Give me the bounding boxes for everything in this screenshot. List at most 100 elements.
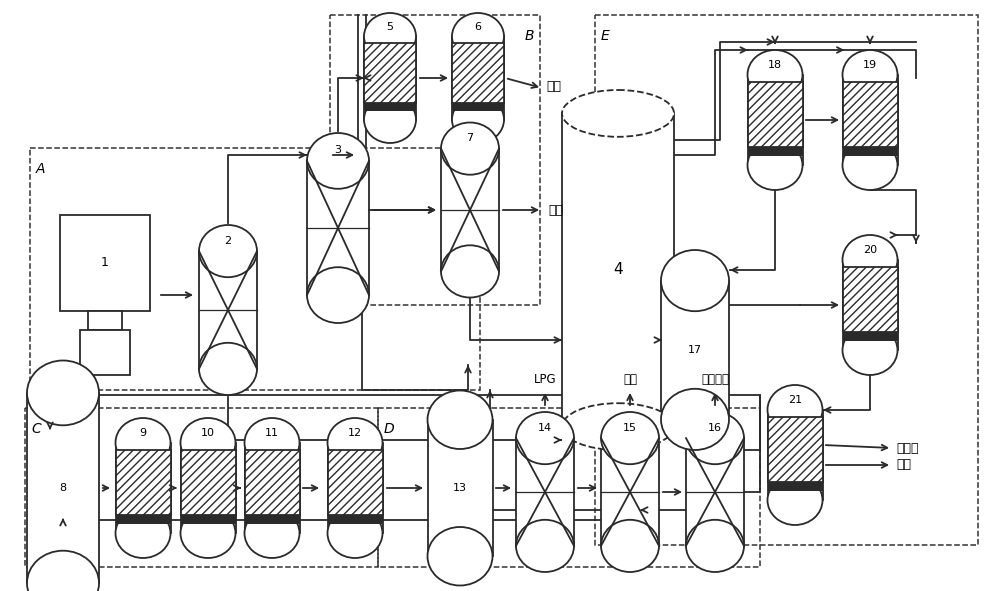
Text: 9: 9 bbox=[139, 428, 147, 438]
Text: 14: 14 bbox=[538, 423, 552, 433]
Ellipse shape bbox=[428, 391, 492, 449]
Text: 16: 16 bbox=[708, 423, 722, 433]
Bar bbox=[768, 417, 822, 482]
Text: 柴油: 柴油 bbox=[896, 459, 911, 472]
Bar bbox=[842, 332, 898, 341]
Text: A: A bbox=[36, 162, 46, 176]
Bar bbox=[60, 215, 150, 311]
Ellipse shape bbox=[452, 96, 504, 143]
Ellipse shape bbox=[441, 122, 499, 175]
Ellipse shape bbox=[328, 418, 382, 467]
Ellipse shape bbox=[768, 385, 822, 434]
Bar bbox=[686, 438, 744, 546]
Text: D: D bbox=[384, 422, 395, 436]
Text: C: C bbox=[31, 422, 41, 436]
Ellipse shape bbox=[180, 418, 236, 467]
Ellipse shape bbox=[27, 551, 99, 591]
Bar bbox=[842, 147, 898, 156]
Ellipse shape bbox=[364, 13, 416, 60]
Ellipse shape bbox=[199, 225, 257, 277]
Ellipse shape bbox=[562, 403, 674, 450]
Ellipse shape bbox=[307, 267, 369, 323]
Bar bbox=[307, 161, 369, 295]
Ellipse shape bbox=[307, 133, 369, 189]
Ellipse shape bbox=[244, 418, 300, 467]
Ellipse shape bbox=[661, 250, 729, 311]
Text: 汽油: 汽油 bbox=[623, 373, 637, 386]
Text: 11: 11 bbox=[265, 428, 279, 438]
Ellipse shape bbox=[661, 389, 729, 450]
Ellipse shape bbox=[452, 13, 504, 60]
Ellipse shape bbox=[328, 508, 382, 558]
Bar bbox=[452, 37, 504, 119]
Ellipse shape bbox=[180, 508, 236, 558]
Bar bbox=[842, 260, 898, 350]
Text: 8: 8 bbox=[59, 483, 67, 493]
Bar bbox=[452, 43, 504, 103]
Ellipse shape bbox=[199, 343, 257, 395]
Bar bbox=[116, 515, 170, 524]
Bar bbox=[328, 515, 382, 524]
Bar bbox=[768, 410, 822, 500]
Bar bbox=[244, 515, 300, 524]
Bar bbox=[180, 443, 236, 533]
Text: 1: 1 bbox=[101, 256, 109, 269]
Text: B: B bbox=[524, 29, 534, 43]
Ellipse shape bbox=[842, 235, 898, 284]
Ellipse shape bbox=[686, 412, 744, 464]
Text: 2: 2 bbox=[224, 236, 232, 246]
Text: 18: 18 bbox=[768, 60, 782, 70]
Ellipse shape bbox=[842, 326, 898, 375]
Text: 10: 10 bbox=[201, 428, 215, 438]
Bar bbox=[364, 37, 416, 119]
Ellipse shape bbox=[842, 50, 898, 99]
Bar bbox=[768, 482, 822, 491]
Text: 17: 17 bbox=[688, 345, 702, 355]
Bar bbox=[378, 408, 760, 567]
Ellipse shape bbox=[562, 90, 674, 137]
Text: 12: 12 bbox=[348, 428, 362, 438]
Text: 6: 6 bbox=[475, 22, 482, 32]
Bar bbox=[25, 408, 378, 567]
Bar bbox=[328, 443, 382, 533]
Ellipse shape bbox=[364, 96, 416, 143]
Bar bbox=[452, 103, 504, 111]
Text: 粗萘: 粗萘 bbox=[548, 203, 563, 216]
Bar bbox=[364, 103, 416, 111]
Text: 石脑油: 石脑油 bbox=[896, 441, 918, 454]
Bar bbox=[428, 420, 492, 556]
Ellipse shape bbox=[748, 141, 802, 190]
Text: E: E bbox=[601, 29, 610, 43]
Ellipse shape bbox=[441, 245, 499, 297]
Bar bbox=[27, 393, 99, 583]
Ellipse shape bbox=[27, 361, 99, 426]
Bar bbox=[516, 438, 574, 546]
Text: 5: 5 bbox=[386, 22, 394, 32]
Bar bbox=[601, 438, 659, 546]
Ellipse shape bbox=[516, 520, 574, 572]
Bar bbox=[748, 82, 802, 147]
Text: 21: 21 bbox=[788, 395, 802, 405]
Ellipse shape bbox=[842, 141, 898, 190]
Bar bbox=[364, 43, 416, 103]
Bar bbox=[116, 443, 170, 533]
Text: 4: 4 bbox=[613, 262, 623, 278]
Bar bbox=[80, 330, 130, 375]
Ellipse shape bbox=[748, 50, 802, 99]
Text: 7: 7 bbox=[466, 133, 474, 143]
Ellipse shape bbox=[428, 527, 492, 586]
Ellipse shape bbox=[116, 508, 170, 558]
Ellipse shape bbox=[601, 412, 659, 464]
Ellipse shape bbox=[601, 520, 659, 572]
Bar bbox=[244, 450, 300, 515]
Bar bbox=[116, 450, 170, 515]
Bar bbox=[661, 281, 729, 420]
Ellipse shape bbox=[244, 508, 300, 558]
Text: 粗酚: 粗酚 bbox=[546, 80, 561, 93]
Text: 3: 3 bbox=[334, 145, 342, 155]
Ellipse shape bbox=[116, 418, 170, 467]
Bar bbox=[30, 148, 480, 390]
Bar bbox=[330, 15, 540, 305]
Ellipse shape bbox=[516, 412, 574, 464]
Bar bbox=[328, 450, 382, 515]
